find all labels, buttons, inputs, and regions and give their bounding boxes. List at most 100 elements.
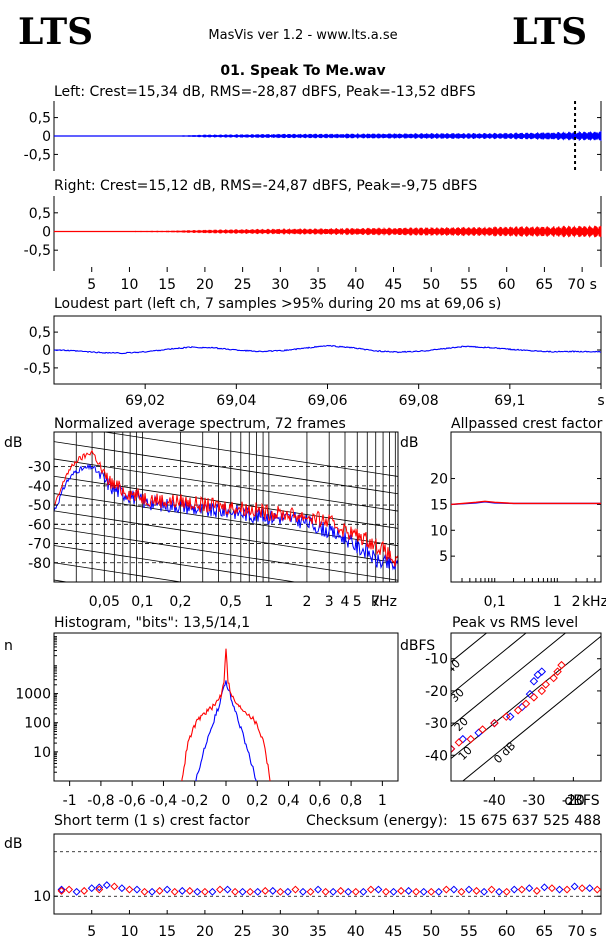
short-crest-point-left [585,884,594,893]
peak-rms-point-left [537,667,547,676]
peak-rms-point-right [451,744,456,754]
loudest-part-ytick-label: 0,5 [29,325,51,341]
short-crest-xtick-label: 30 [271,924,289,940]
short-crest-xtick-label: 25 [234,924,252,940]
short-crest-point-left [268,886,277,895]
crest-allpass-xtick-label: 2 [572,594,581,610]
short-crest-ytick-label: 10 [33,889,51,905]
right-waveform-xtick-label: 65 [535,277,553,293]
histogram-title: Histogram, "bits": 13,5/14,1 [54,615,250,631]
peak-rms-crest-label: 10 [456,744,475,763]
peak-rms-xtick-label: dBFS [564,793,599,809]
plots: 0,50-0,50,50-0,55 10 15 20 25 30 35 40 45 50 55 60 6… [15,101,606,940]
peak-rms-ytick-label: -10 [425,652,448,668]
crest-allpass-ylabel: dB [400,435,419,451]
histogram-xtick-label: 0 [222,793,231,809]
short-crest-point-right [140,887,149,896]
spectrum-ytick-label: -30 [28,460,51,476]
histogram-xtick-label: -0,6 [119,793,146,809]
loudest-part-xtick-label: 69,08 [399,393,439,409]
short-crest-xtick-label: 15 [158,924,176,940]
short-crest-point-left [148,887,157,896]
right-waveform-xtick-label: 15 [158,277,176,293]
spectrum-slope-line [54,493,398,547]
short-crest-ylabel: dB [4,836,23,852]
peak-rms-point-right [557,660,566,670]
short-crest-point-left [389,887,398,896]
right-waveform-xtick-label: 35 [309,277,327,293]
short-crest-frame [53,833,602,915]
loudest-part-series [53,344,602,355]
short-crest-point-left [510,885,519,894]
crest-allpass-frame [450,431,602,583]
short-crest-point-left [314,885,323,894]
short-crest-point-left [359,887,368,896]
peak-rms-point-right [553,667,562,676]
short-crest-point-left [540,883,549,892]
short-crest-point-right [185,886,194,895]
short-crest-point-right [110,882,119,891]
short-crest-xtick-label: 35 [309,924,327,940]
spectrum-frame [53,431,399,583]
spectrum-xtick-label: 3 [325,594,334,610]
short-crest-point-left [117,884,126,893]
histogram-ylabel: n [4,638,13,654]
peak-rms-xtick-label: -30 [522,793,545,809]
short-crest-xtick-label: 5 [87,924,96,940]
spectrum-xtick-label: 7 [371,594,380,610]
short-crest-point-left [87,884,96,893]
peak-rms-crest-label: 20 [452,715,471,734]
spectrum-xtick-label: 5 [353,594,362,610]
crest-allpass-ytick-label: 20 [430,472,448,488]
short-crest-point-right [246,887,255,896]
short-crest-xtick-label: 70 s [567,924,597,940]
short-crest-point-left [344,887,353,896]
right-channel-title: Right: Crest=15,12 dB, RMS=-24,87 dBFS, … [54,178,477,194]
crest-allpass-ytick-label: 5 [439,549,448,565]
peak-rms-point-right [549,673,558,683]
peak-rms-crest-line [462,668,601,781]
peak-rms-crest-label: 0 dB [491,739,518,766]
short-crest-point-right [502,887,511,896]
short-crest-point-right [351,887,360,896]
short-crest-point-left [419,887,428,896]
peak-rms-point-right [513,705,523,715]
histogram-xtick-label: 0,8 [340,793,362,809]
peak-rms-point-left [474,728,483,737]
spectrum-xtick-label: 0,1 [131,594,153,610]
peak-rms-crest-line [451,633,567,727]
short-crest-point-left [570,882,579,891]
app-title: MasVis ver 1.2 - www.lts.a.se [208,28,397,43]
short-crest-point-left [72,887,81,896]
right-waveform-xtick-label: 45 [385,277,403,293]
checksum-value: 15 675 637 525 488 [458,813,601,829]
spectrum-ytick-label: -60 [28,517,51,533]
histogram-xtick-label: 0,4 [277,793,299,809]
histogram-xtick-label: -0,2 [181,793,208,809]
peak-rms-ytick-label: -30 [425,716,448,732]
short-crest-point-right [397,886,406,895]
right-waveform-ytick-label: 0 [42,225,51,241]
spectrum-slope-line [54,527,398,581]
short-crest-point-left [57,885,66,894]
crest-allpass-xtick-label: 0,1 [484,594,506,610]
short-crest-xtick-label: 50 [422,924,440,940]
peak-rms-point-left [517,702,527,712]
spectrum-slope-line [54,510,398,564]
short-crest-point-right [306,887,315,896]
histogram-xtick-label: 1 [378,793,387,809]
loudest-part-xtick-label: s [597,393,604,409]
short-crest-point-left [465,885,473,894]
short-crest-point-right [80,886,89,895]
left-waveform-ytick-label: 0,5 [29,111,51,127]
peak-rms-point-right [466,734,475,744]
short-crest-point-right [442,885,451,894]
short-crest-xtick-label: 55 [460,924,478,940]
short-crest-point-right [155,886,164,895]
short-crest-point-right [427,887,436,896]
histogram-xtick-label: 0,2 [246,793,268,809]
spectrum-slope-line [102,432,398,477]
short-crest-xtick-label: 40 [347,924,365,940]
